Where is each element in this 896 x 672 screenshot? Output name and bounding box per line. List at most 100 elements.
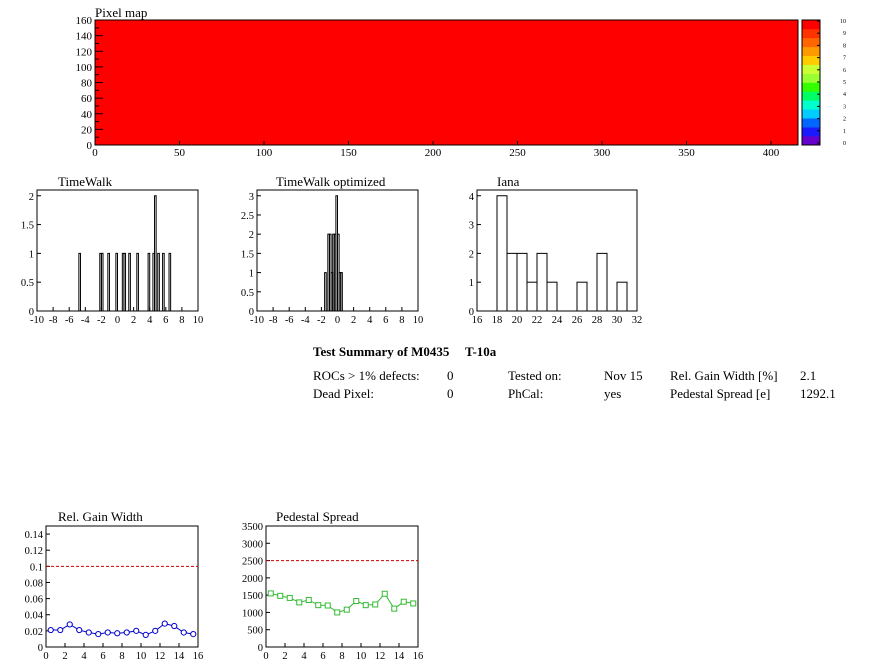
pixel-map-title: Pixel map [95, 5, 147, 20]
rel-gain-width-point [123, 629, 130, 636]
iana-x-tick-label: 18 [492, 315, 503, 326]
palette-swatch [802, 55, 820, 65]
pedestal-spread-y-tick-label: 3000 [242, 539, 263, 550]
pedestal-spread-y-tick-label: 1000 [242, 608, 263, 619]
phcal-value: yes [604, 386, 622, 401]
gain-width-value: 2.1 [800, 368, 817, 383]
timewalk-x-tick-label: -6 [65, 315, 74, 326]
iana-bar [506, 252, 518, 312]
iana-bar [576, 281, 588, 312]
timewalk-x-tick-label: 2 [131, 315, 136, 326]
rel-gain-width-x-tick-label: 6 [100, 651, 105, 662]
pixel-map-x-tick-label: 200 [425, 147, 442, 159]
timewalk-bar [136, 252, 139, 312]
timewalk-bar [147, 252, 151, 312]
palette-swatch [802, 118, 820, 128]
iana-bar [536, 252, 548, 312]
timewalk-y-tick-label: 0 [29, 307, 34, 318]
timewalk-optimized-bar [340, 272, 343, 312]
pedestal-spread-x-tick-label: 10 [356, 651, 367, 662]
phcal-label: PhCal: [508, 386, 544, 401]
palette-swatch [802, 46, 820, 57]
rel-gain-width-x-tick-label: 8 [119, 651, 124, 662]
pedestal-spread-point [400, 598, 407, 605]
pedestal-spread-point [410, 600, 417, 607]
pixel-map-y-tick-label: 160 [76, 15, 93, 27]
timewalk-optimized-y-tick-label: 1.5 [241, 249, 254, 260]
pedestal-spread-y-tick-label: 2000 [242, 574, 263, 585]
timewalk-bar [168, 252, 172, 312]
timewalk-title: TimeWalk [58, 174, 113, 189]
timewalk-optimized-x-tick-label: 6 [383, 315, 388, 326]
timewalk-optimized-x-tick-label: 4 [367, 315, 373, 326]
rel-gain-width-x-tick-label: 10 [136, 651, 147, 662]
timewalk-optimized-title: TimeWalk optimized [276, 174, 386, 189]
palette-swatch [802, 127, 820, 137]
pixel-map-x-tick-label: 250 [509, 147, 526, 159]
palette-swatch [802, 109, 820, 119]
timewalk-x-tick-label: -2 [97, 315, 106, 326]
rel-gain-width-y-tick-label: 0.04 [25, 611, 44, 622]
pedestal-spread-point [334, 609, 341, 616]
palette-tick-label: 6 [843, 68, 846, 74]
pedestal-spread-value: 1292.1 [800, 386, 836, 401]
pedestal-spread-point [343, 606, 350, 613]
iana-y-tick-label: 2 [469, 249, 474, 260]
rel-gain-width-point [47, 626, 54, 634]
palette-swatch [802, 91, 820, 101]
timewalk-bar [115, 252, 118, 312]
pixel-map-x-tick-label: 400 [763, 147, 780, 159]
timewalk-optimized-bar [324, 272, 327, 312]
rel-gain-width-point [180, 629, 187, 636]
timewalk-bar [128, 252, 131, 312]
pixel-map-x-tick-label: 350 [678, 147, 695, 159]
timewalk-x-tick-label: -4 [81, 315, 90, 326]
palette-tick-label: 10 [840, 19, 846, 25]
pixel-map-y-tick-label: 140 [76, 31, 93, 43]
iana-x-tick-label: 28 [592, 315, 603, 326]
pedestal-spread-y-tick-label: 2500 [242, 557, 263, 568]
pedestal-spread-point [286, 594, 293, 601]
timewalk-optimized-y-tick-label: 3 [249, 192, 254, 203]
rel-gain-width-x-tick-label: 16 [193, 651, 204, 662]
timewalk-optimized-y-tick-label: 2.5 [241, 211, 254, 222]
palette-swatch [802, 100, 820, 110]
palette-tick-label: 7 [843, 56, 846, 62]
palette-tick-label: 0 [843, 141, 846, 147]
summary-test-name: T-10a [465, 344, 497, 359]
rel-gain-width-x-tick-label: 0 [43, 651, 48, 662]
timewalk-x-tick-label: -8 [49, 315, 58, 326]
pedestal-spread-x-tick-label: 8 [339, 651, 344, 662]
pedestal-spread-point [381, 590, 388, 597]
iana-y-tick-label: 0 [469, 307, 474, 318]
iana-bar [526, 281, 538, 312]
timewalk-optimized-y-tick-label: 2 [249, 230, 254, 241]
timewalk-bar [157, 252, 160, 312]
rel-gain-width-title: Rel. Gain Width [58, 509, 143, 524]
rel-gain-width-y-tick-label: 0.08 [25, 578, 43, 589]
palette-swatch [802, 64, 820, 74]
iana-y-tick-label: 4 [469, 192, 475, 203]
rel-gain-width-y-tick-label: 0.14 [25, 530, 44, 541]
palette-swatch [802, 20, 820, 30]
rel-gain-width-point [104, 629, 111, 636]
pedestal-spread-title: Pedestal Spread [276, 509, 359, 524]
palette-swatch [802, 82, 820, 92]
palette-tick-label: 1 [843, 129, 846, 135]
iana-y-tick-label: 1 [469, 278, 474, 289]
timewalk-optimized-x-tick-label: 0 [335, 315, 340, 326]
iana-x-tick-label: 30 [612, 315, 623, 326]
rel-gain-width-point [142, 631, 149, 639]
pedestal-spread-y-tick-label: 3500 [242, 522, 263, 533]
timewalk-optimized-x-tick-label: 2 [351, 315, 356, 326]
iana-x-tick-label: 32 [632, 315, 643, 326]
timewalk-optimized-x-tick-label: -2 [317, 315, 326, 326]
palette-tick-label: 9 [843, 31, 846, 37]
timewalk-x-tick-label: 10 [193, 315, 204, 326]
rel-gain-width-point [66, 621, 73, 628]
timewalk-optimized-x-tick-label: -8 [269, 315, 278, 326]
pedestal-spread-x-tick-label: 0 [263, 651, 268, 662]
pedestal-spread-x-tick-label: 2 [282, 651, 287, 662]
pixel-map-x-tick-label: 0 [92, 147, 98, 159]
rel-gain-width-y-tick-label: 0.02 [25, 627, 43, 638]
